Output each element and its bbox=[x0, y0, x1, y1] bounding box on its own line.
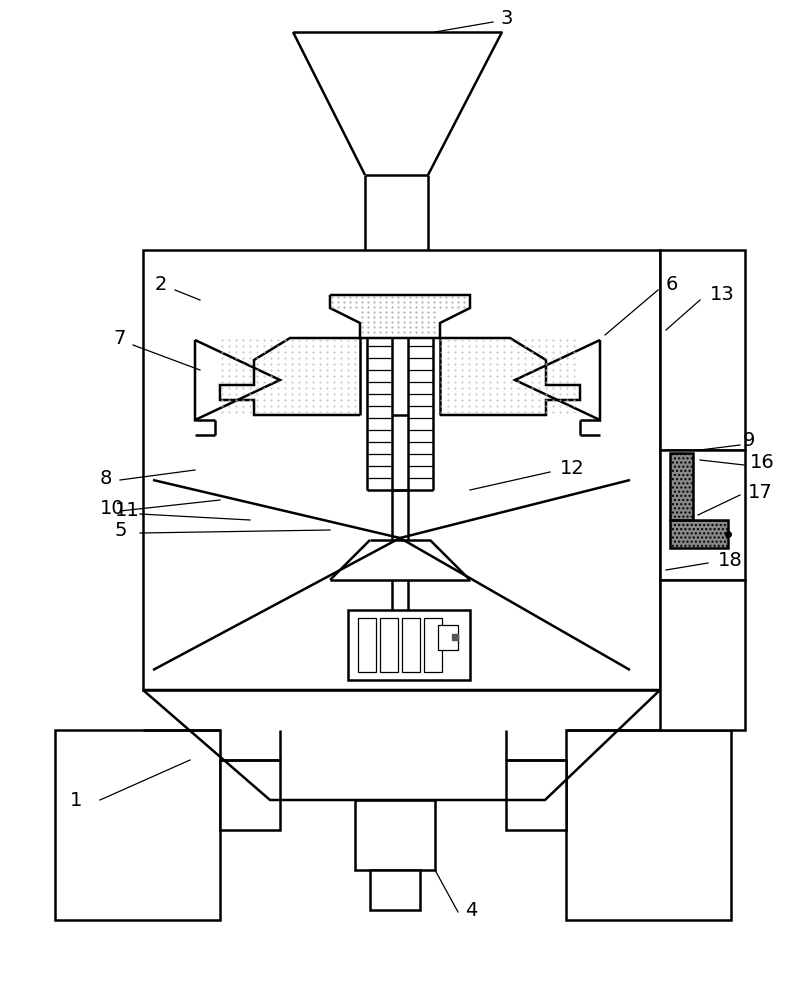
Text: 6: 6 bbox=[666, 275, 678, 294]
Text: 18: 18 bbox=[718, 550, 743, 570]
Text: 9: 9 bbox=[743, 430, 755, 450]
Text: 4: 4 bbox=[465, 900, 477, 920]
Bar bbox=[220, 760, 280, 830]
Bar bbox=[143, 250, 660, 690]
Bar bbox=[506, 760, 566, 830]
Text: 13: 13 bbox=[710, 286, 735, 304]
Bar bbox=[670, 520, 728, 548]
Bar bbox=[660, 580, 745, 730]
Text: 3: 3 bbox=[500, 8, 512, 27]
Text: 17: 17 bbox=[748, 483, 773, 502]
Bar bbox=[670, 453, 693, 520]
Text: 5: 5 bbox=[115, 520, 127, 540]
Bar bbox=[424, 618, 442, 672]
Bar bbox=[402, 618, 420, 672]
Bar bbox=[660, 450, 745, 580]
Text: 1: 1 bbox=[70, 790, 83, 810]
Text: 7: 7 bbox=[113, 328, 126, 348]
Bar bbox=[348, 610, 470, 680]
Bar bbox=[566, 730, 731, 920]
Bar bbox=[660, 250, 745, 450]
Bar bbox=[370, 870, 420, 910]
Text: 10: 10 bbox=[100, 498, 125, 518]
Text: 8: 8 bbox=[100, 468, 112, 488]
Bar bbox=[358, 618, 376, 672]
Bar bbox=[355, 800, 435, 870]
Text: 2: 2 bbox=[155, 275, 167, 294]
Bar bbox=[438, 625, 458, 650]
Bar bbox=[380, 618, 398, 672]
Text: 12: 12 bbox=[560, 458, 585, 478]
Text: 11: 11 bbox=[115, 500, 140, 520]
Bar bbox=[55, 730, 220, 920]
Text: 16: 16 bbox=[750, 452, 775, 472]
